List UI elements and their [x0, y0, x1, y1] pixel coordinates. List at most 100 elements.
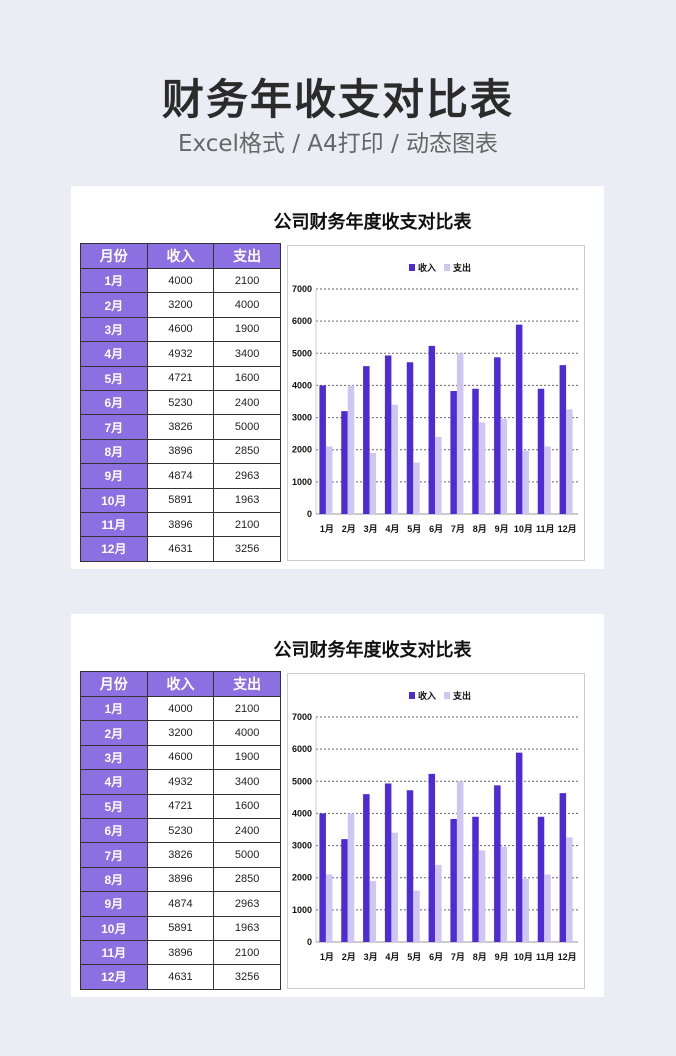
- bar-expense: [478, 422, 486, 514]
- x-tick-label: 9月: [495, 524, 509, 534]
- bar-chart: 0 1000 2000 3000 4000 5000 6000 7000 1月 2月 3月 4月 5月 6…: [287, 673, 585, 989]
- table-row: 6月 5230 2400: [80, 389, 281, 416]
- bar-expense: [456, 781, 464, 942]
- y-tick-label: 3000: [292, 841, 312, 851]
- header-cell: 月份: [80, 671, 148, 697]
- income-cell: 4721: [146, 793, 215, 819]
- expense-cell: 2100: [213, 511, 281, 538]
- table-row: 11月 3896 2100: [80, 511, 281, 538]
- bar-expense: [347, 813, 355, 942]
- bar-income: [537, 816, 545, 942]
- income-cell: 3896: [146, 866, 215, 893]
- y-tick-label: 1000: [292, 905, 312, 915]
- bar-expense: [478, 850, 486, 942]
- month-cell: 3月: [80, 316, 148, 343]
- month-cell: 5月: [80, 793, 148, 819]
- table-row: 8月 3896 2850: [80, 866, 281, 893]
- table-header: 月份 收入 支出: [80, 243, 281, 269]
- x-tick-label: 9月: [495, 952, 509, 962]
- y-tick-label: 1000: [292, 477, 312, 487]
- expense-cell: 1600: [213, 793, 281, 819]
- table-row: 12月 4631 3256: [80, 536, 281, 562]
- x-tick-label: 8月: [473, 952, 487, 962]
- month-cell: 2月: [80, 292, 148, 318]
- x-tick-label: 4月: [385, 952, 399, 962]
- bar-expense: [500, 846, 508, 942]
- month-cell: 11月: [80, 511, 148, 538]
- y-tick-label: 5000: [292, 776, 312, 786]
- x-tick-label: 5月: [407, 524, 421, 534]
- bar-expense: [413, 462, 420, 514]
- bar-income: [428, 773, 436, 942]
- x-tick-label: 6月: [429, 952, 443, 962]
- table-row: 2月 3200 4000: [80, 292, 281, 318]
- x-tick-label: 10月: [514, 524, 533, 534]
- y-tick-label: 7000: [292, 712, 312, 722]
- legend-swatch: [409, 692, 415, 699]
- expense-cell: 2100: [213, 939, 281, 966]
- expense-cell: 2850: [213, 866, 281, 893]
- bar-chart: 0 1000 2000 3000 4000 5000 6000 7000 1月 2月 3月 4月 5月 6…: [287, 245, 585, 561]
- expense-cell: 4000: [213, 720, 281, 746]
- bar-expense: [435, 436, 442, 514]
- bar-income: [515, 324, 523, 514]
- table-row: 3月 4600 1900: [80, 316, 281, 343]
- sheet-title: 公司财务年度收支对比表: [273, 212, 472, 233]
- y-tick-label: 6000: [292, 744, 312, 754]
- x-tick-label: 5月: [407, 952, 421, 962]
- bar-income: [515, 752, 523, 942]
- bar-income: [559, 365, 567, 514]
- y-tick-label: 4000: [292, 380, 312, 390]
- x-tick-label: 11月: [536, 524, 555, 534]
- month-cell: 6月: [80, 817, 148, 844]
- expense-cell: 3400: [213, 769, 281, 795]
- bar-income: [472, 388, 479, 514]
- y-tick-label: 0: [307, 937, 312, 947]
- chart-svg: 0 1000 2000 3000 4000 5000 6000 7000 1月 2月 3月 4月 5月 6…: [292, 262, 578, 534]
- x-tick-label: 2月: [342, 952, 356, 962]
- table-row: 4月 4932 3400: [80, 341, 281, 367]
- month-cell: 10月: [80, 915, 148, 941]
- income-cell: 3896: [146, 939, 215, 966]
- income-cell: 4631: [146, 964, 215, 990]
- month-cell: 8月: [80, 866, 148, 893]
- month-cell: 2月: [80, 720, 148, 746]
- bar-income: [406, 362, 414, 514]
- table-row: 2月 3200 4000: [80, 720, 281, 746]
- income-cell: 4932: [146, 769, 215, 795]
- income-cell: 5230: [146, 817, 215, 844]
- bar-income: [450, 391, 457, 514]
- table-row: 12月 4631 3256: [80, 964, 281, 990]
- y-tick-label: 7000: [292, 284, 312, 294]
- income-cell: 4932: [146, 341, 215, 367]
- table-row: 5月 4721 1600: [80, 365, 281, 391]
- data-table: 月份 收入 支出 1月 4000 2100 2月 3200 4000 3月 4600 1900 4月 49…: [80, 671, 281, 990]
- y-tick-label: 0: [307, 509, 312, 519]
- expense-cell: 2963: [213, 463, 281, 489]
- expense-cell: 2100: [213, 695, 281, 722]
- bar-income: [472, 816, 479, 942]
- legend-label: 收入: [418, 262, 436, 273]
- x-tick-label: 8月: [473, 524, 487, 534]
- x-tick-label: 3月: [364, 952, 378, 962]
- month-cell: 11月: [80, 939, 148, 966]
- income-cell: 3896: [146, 438, 215, 465]
- table-row: 9月 4874 2963: [80, 463, 281, 489]
- month-cell: 12月: [80, 964, 148, 990]
- bar-expense: [391, 404, 398, 514]
- income-cell: 4874: [146, 891, 215, 917]
- expense-cell: 3400: [213, 341, 281, 367]
- table-header: 月份 收入 支出: [80, 671, 281, 697]
- x-tick-label: 1月: [320, 524, 334, 534]
- expense-cell: 5000: [213, 842, 281, 868]
- bar-expense: [522, 450, 529, 514]
- table-row: 11月 3896 2100: [80, 939, 281, 966]
- table-row: 8月 3896 2850: [80, 438, 281, 465]
- bar-income: [406, 790, 414, 942]
- y-tick-label: 6000: [292, 316, 312, 326]
- header-cell: 收入: [146, 243, 215, 269]
- legend-label: 收入: [418, 690, 436, 701]
- header-cell: 月份: [80, 243, 148, 269]
- bar-income: [341, 411, 348, 514]
- month-cell: 1月: [80, 695, 148, 722]
